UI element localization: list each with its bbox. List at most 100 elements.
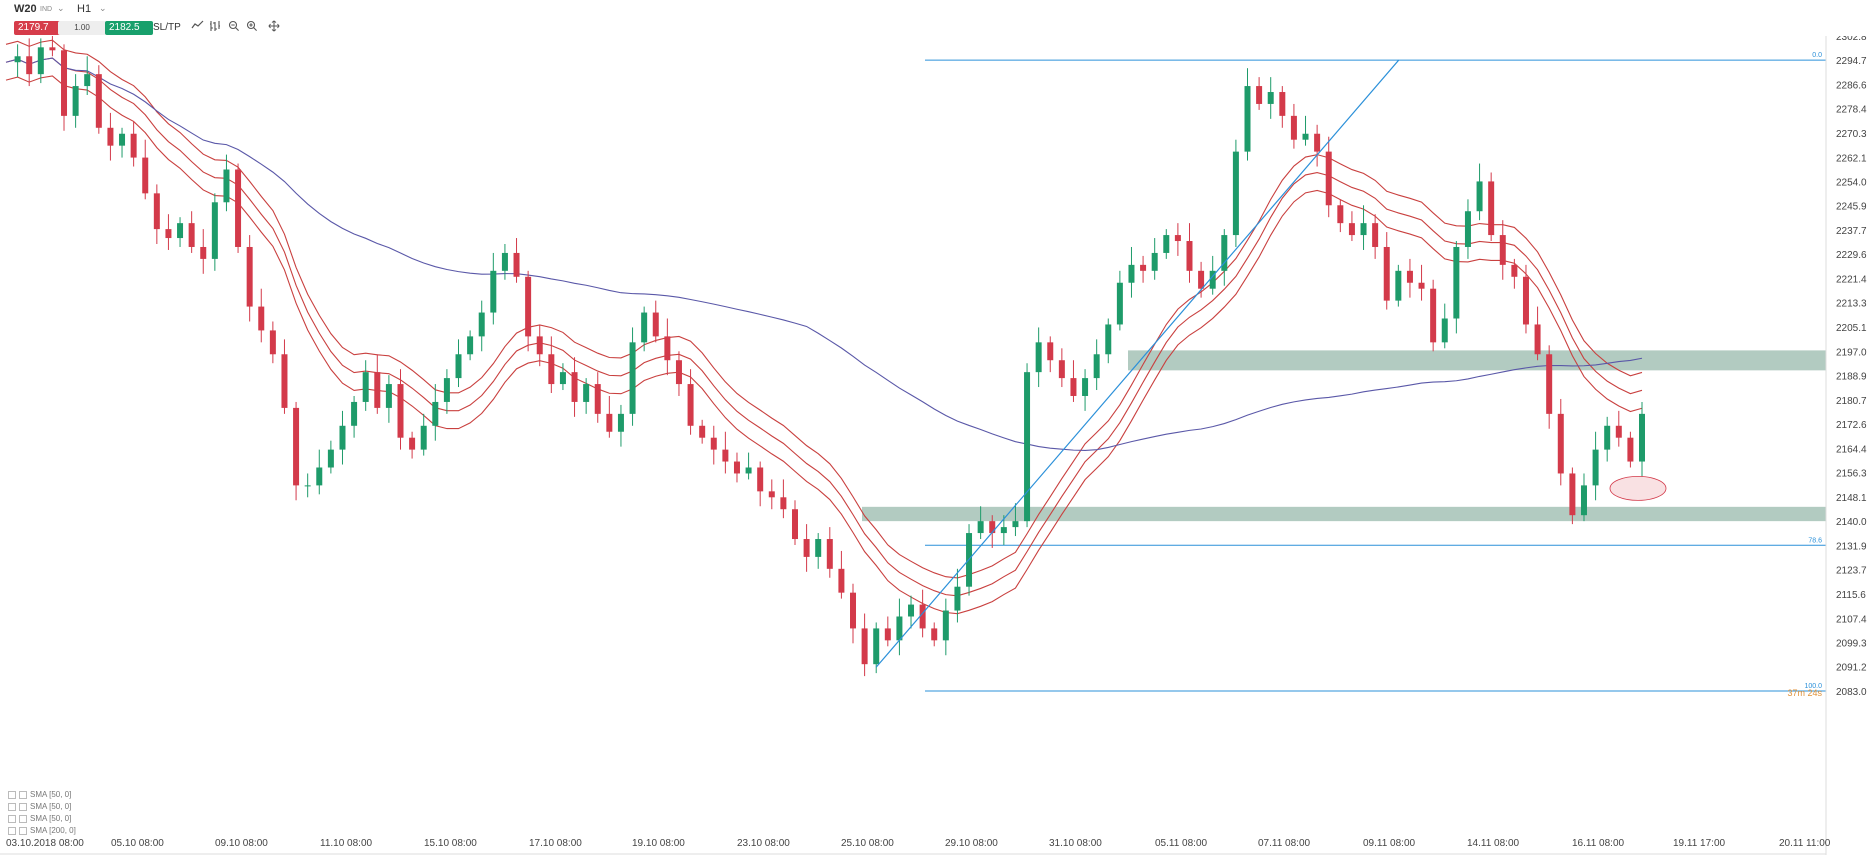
drawings <box>875 59 1667 668</box>
bear-candle <box>733 452 740 483</box>
visibility-checkbox[interactable] <box>8 827 16 835</box>
zoom-out-icon[interactable] <box>227 20 241 34</box>
sma-200-line <box>5 57 1643 452</box>
bear-candle <box>1256 77 1263 110</box>
symbol-selector[interactable]: W20 <box>14 3 37 15</box>
bull-candle <box>1209 255 1216 295</box>
trendline <box>875 59 1400 668</box>
indicator-legend: SMA [50, 0] SMA [50, 0] SMA [50, 0] SMA … <box>8 789 76 837</box>
bull-candle <box>1105 318 1112 364</box>
bull-candle <box>1232 139 1239 247</box>
bull-candle <box>14 44 21 78</box>
bull-candle <box>1082 369 1089 411</box>
bear-candle <box>1070 360 1077 402</box>
sltp-button[interactable]: SL/TP <box>153 22 181 33</box>
bull-candle <box>362 360 369 411</box>
bear-candle <box>513 238 520 283</box>
bull-candle <box>1441 303 1448 349</box>
bull-candle <box>1302 115 1309 146</box>
buy-button[interactable]: 2182.5 <box>105 21 153 35</box>
time-tick-label: 05.10 08:00 <box>111 838 164 849</box>
bull-candle <box>1580 473 1587 522</box>
bull-candle <box>617 404 624 447</box>
visibility-checkbox[interactable] <box>8 815 16 823</box>
time-tick-label: 19.11 17:00 <box>1673 838 1726 849</box>
visibility-checkbox[interactable] <box>8 791 16 799</box>
bar-chart-icon[interactable] <box>208 20 222 34</box>
axes: 2302.8 2294.7 2286.6 2278.4 2270.3 2262.1 2254… <box>0 36 1867 855</box>
bear-candle <box>675 351 682 396</box>
time-tick-label: 05.11 08:00 <box>1155 838 1208 849</box>
toolbar: W20 IND ⌄ H1 ⌄ 2179.7 1.00 2182.5 SL/TP <box>0 0 1876 36</box>
bear-candle <box>130 121 137 167</box>
settings-checkbox[interactable] <box>19 827 27 835</box>
bull-candle <box>467 330 474 361</box>
bear-candle <box>687 369 694 435</box>
bear-candle <box>606 395 613 438</box>
bear-candle <box>571 357 578 417</box>
bull-candle <box>908 595 915 629</box>
bear-candle <box>1174 223 1181 256</box>
bear-candle <box>1383 232 1390 310</box>
settings-checkbox[interactable] <box>19 803 27 811</box>
price-tick-label: 2115.6 <box>1836 590 1866 601</box>
line-chart-icon[interactable] <box>190 20 204 34</box>
volume-input[interactable]: 1.00 <box>58 21 106 35</box>
sell-button[interactable]: 2179.7 <box>14 21 62 35</box>
time-tick-label: 29.10 08:00 <box>945 838 998 849</box>
indicator-row[interactable]: SMA [50, 0] <box>8 789 76 801</box>
visibility-checkbox[interactable] <box>8 803 16 811</box>
indicator-row[interactable]: SMA [50, 0] <box>8 813 76 825</box>
bull-candle <box>873 622 880 674</box>
bear-candle <box>1534 306 1541 361</box>
bear-candle <box>1047 336 1054 373</box>
zoom-in-icon[interactable] <box>245 20 259 34</box>
bear-candle <box>246 235 253 322</box>
price-tick-label: 2221.4 <box>1836 275 1867 286</box>
bear-candle <box>1325 136 1332 218</box>
bear-candle <box>838 550 845 599</box>
bull-candle <box>1035 327 1042 388</box>
fib-level-label: 78.6 <box>1808 537 1822 544</box>
settings-checkbox[interactable] <box>19 815 27 823</box>
bull-candle <box>316 449 323 495</box>
price-tick-label: 2188.9 <box>1836 371 1867 382</box>
bull-candle <box>37 38 44 84</box>
bear-candle <box>281 339 288 414</box>
bear-candle <box>1186 223 1193 283</box>
time-tick-label: 19.10 08:00 <box>632 838 685 849</box>
bear-candle <box>1290 103 1297 149</box>
bear-candle <box>861 613 868 677</box>
bull-candle <box>1267 77 1274 119</box>
bear-candle <box>1627 431 1634 468</box>
crosshair-icon[interactable] <box>267 20 281 34</box>
bull-candle <box>815 533 822 569</box>
indicator-row[interactable]: SMA [50, 0] <box>8 801 76 813</box>
bull-candle <box>1244 68 1251 161</box>
time-tick-label: 31.10 08:00 <box>1049 838 1102 849</box>
support-resistance-zones <box>862 350 1826 522</box>
bull-candle <box>583 378 590 414</box>
bear-candle <box>1314 124 1321 167</box>
indicator-row[interactable]: SMA [200, 0] <box>8 825 76 837</box>
bull-candle <box>501 244 508 280</box>
bear-candle <box>1557 398 1564 486</box>
bull-candle <box>1639 401 1645 477</box>
bear-candle <box>26 38 33 87</box>
bull-candle <box>339 410 346 465</box>
bear-candle <box>803 524 810 572</box>
settings-checkbox[interactable] <box>19 791 27 799</box>
timeframe-selector[interactable]: H1 <box>77 3 92 15</box>
bear-candle <box>850 583 857 644</box>
symbol-chevron-down-icon[interactable]: ⌄ <box>57 3 65 13</box>
bear-candle <box>594 372 601 423</box>
bull-candle <box>1453 241 1460 334</box>
timeframe-chevron-down-icon[interactable]: ⌄ <box>99 3 107 13</box>
bear-candle <box>95 65 102 134</box>
bull-candle <box>1151 238 1158 280</box>
price-tick-label: 2107.4 <box>1836 614 1867 625</box>
indicator-label: SMA [50, 0] <box>30 790 72 799</box>
bear-candle <box>107 112 114 161</box>
